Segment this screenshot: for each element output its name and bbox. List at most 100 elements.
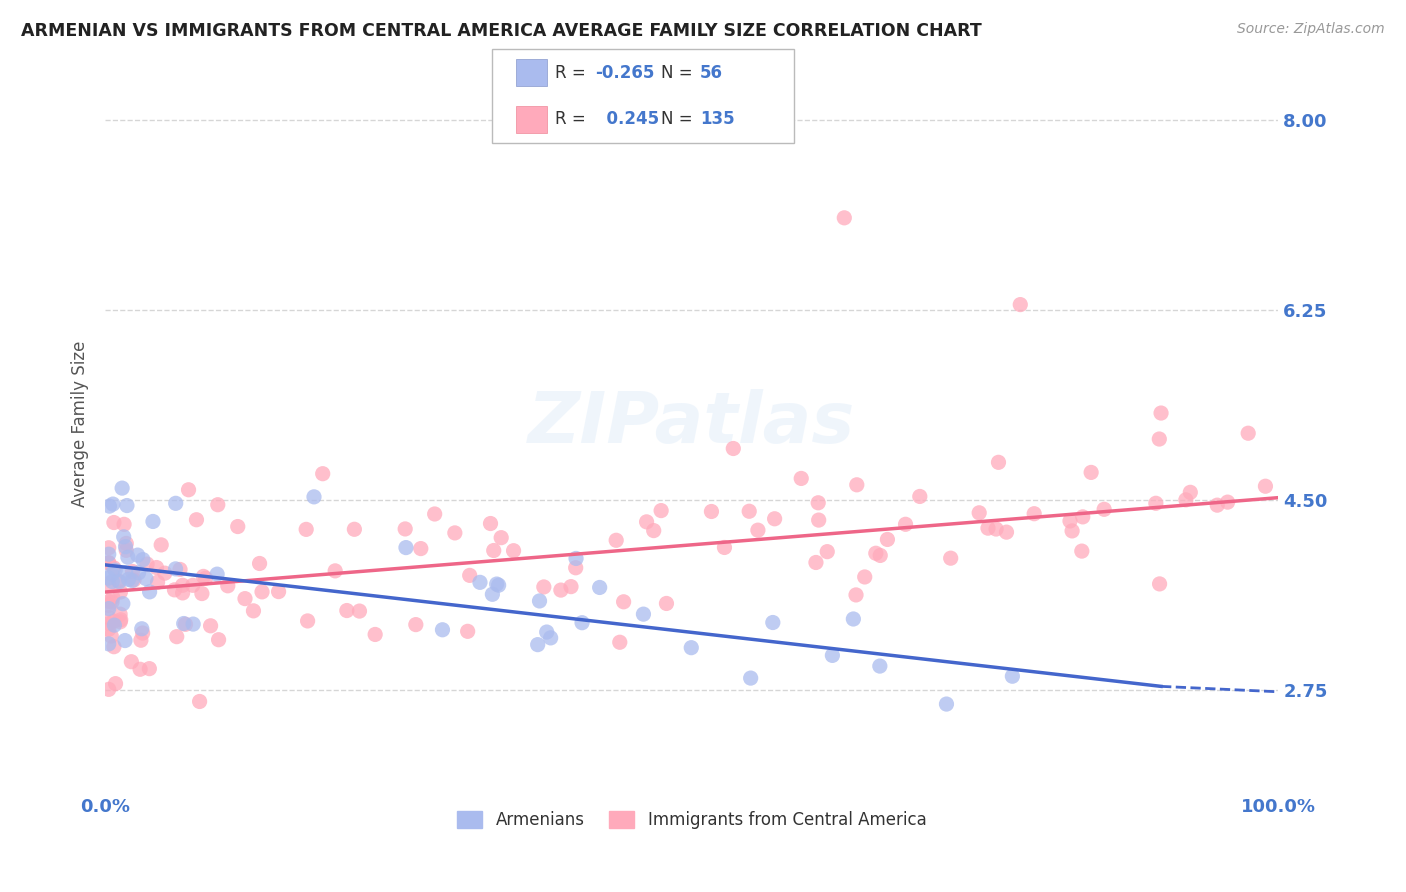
- Point: [117, 550, 139, 565]
- Point: [502, 543, 524, 558]
- Text: 0.245: 0.245: [595, 111, 659, 128]
- Legend: Armenians, Immigrants from Central America: Armenians, Immigrants from Central Ameri…: [450, 805, 934, 836]
- Point: [115, 499, 138, 513]
- Point: [103, 640, 125, 654]
- Point: [226, 519, 249, 533]
- Point: [1180, 485, 1202, 500]
- Point: [762, 615, 785, 630]
- Point: [101, 566, 124, 581]
- Point: [186, 513, 208, 527]
- Point: [101, 595, 124, 609]
- Point: [166, 630, 188, 644]
- Point: [138, 585, 160, 599]
- Point: [114, 566, 136, 580]
- Point: [297, 614, 319, 628]
- Point: [432, 623, 454, 637]
- Point: [655, 597, 678, 611]
- Point: [364, 627, 387, 641]
- Point: [1001, 669, 1024, 683]
- Point: [842, 612, 865, 626]
- Point: [181, 578, 204, 592]
- Point: [738, 504, 761, 518]
- Point: [114, 633, 136, 648]
- Point: [97, 594, 120, 608]
- Point: [533, 580, 555, 594]
- Point: [650, 503, 672, 517]
- Point: [145, 560, 167, 574]
- Y-axis label: Average Family Size: Average Family Size: [72, 341, 89, 507]
- Point: [153, 566, 176, 581]
- Point: [468, 575, 491, 590]
- Point: [613, 595, 636, 609]
- Point: [935, 697, 957, 711]
- Point: [131, 626, 153, 640]
- Point: [193, 569, 215, 583]
- Point: [589, 581, 612, 595]
- Point: [1174, 492, 1197, 507]
- Point: [97, 541, 120, 555]
- Point: [804, 556, 827, 570]
- Point: [747, 523, 769, 537]
- Point: [489, 531, 512, 545]
- Point: [485, 577, 508, 591]
- Point: [136, 557, 159, 571]
- Point: [112, 530, 135, 544]
- Point: [821, 648, 844, 663]
- Point: [1216, 495, 1239, 509]
- Point: [845, 588, 868, 602]
- Point: [423, 507, 446, 521]
- Point: [1149, 432, 1171, 446]
- Point: [111, 597, 134, 611]
- Point: [565, 551, 588, 566]
- Point: [815, 544, 838, 558]
- Point: [163, 582, 186, 597]
- Point: [336, 603, 359, 617]
- Point: [191, 586, 214, 600]
- Point: [479, 516, 502, 531]
- Point: [550, 583, 572, 598]
- Point: [97, 610, 120, 624]
- Point: [97, 599, 120, 613]
- Point: [790, 471, 813, 485]
- Point: [876, 533, 898, 547]
- Point: [103, 615, 125, 629]
- Point: [122, 573, 145, 587]
- Point: [128, 566, 150, 580]
- Point: [165, 496, 187, 510]
- Point: [832, 211, 855, 225]
- Point: [132, 552, 155, 566]
- Point: [740, 671, 762, 685]
- Point: [1010, 297, 1032, 311]
- Point: [110, 585, 132, 599]
- Text: -0.265: -0.265: [595, 63, 654, 81]
- Point: [172, 578, 194, 592]
- Point: [111, 481, 134, 495]
- Point: [323, 564, 346, 578]
- Point: [444, 525, 467, 540]
- Point: [1080, 466, 1102, 480]
- Point: [131, 622, 153, 636]
- Point: [482, 543, 505, 558]
- Point: [394, 522, 416, 536]
- Point: [869, 659, 891, 673]
- Point: [97, 556, 120, 570]
- Text: N =: N =: [661, 111, 692, 128]
- Point: [409, 541, 432, 556]
- Point: [1070, 544, 1092, 558]
- Point: [636, 515, 658, 529]
- Point: [127, 548, 149, 562]
- Point: [172, 586, 194, 600]
- Text: N =: N =: [661, 63, 692, 81]
- Point: [110, 615, 132, 629]
- Point: [108, 574, 131, 589]
- Point: [681, 640, 703, 655]
- Point: [481, 587, 503, 601]
- Point: [135, 572, 157, 586]
- Point: [242, 604, 264, 618]
- Point: [529, 594, 551, 608]
- Point: [97, 622, 120, 636]
- Point: [115, 536, 138, 550]
- Point: [194, 571, 217, 585]
- Point: [112, 517, 135, 532]
- Point: [405, 617, 427, 632]
